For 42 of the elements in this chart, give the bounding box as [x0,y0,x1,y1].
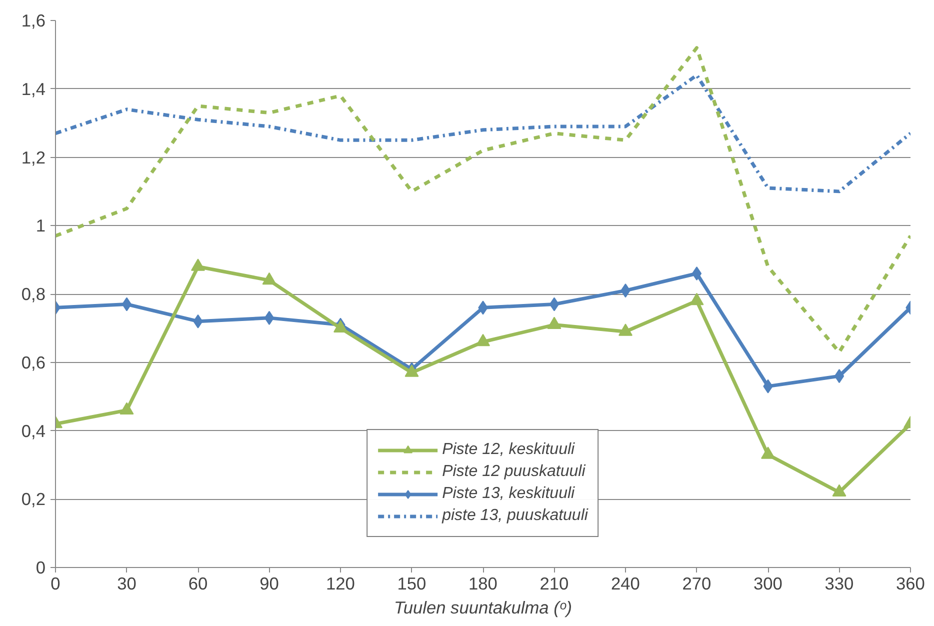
point [334,320,348,332]
point [120,402,134,414]
legend-label: Piste 12, keskituuli [442,441,575,459]
point [476,334,490,346]
x-tick-label: 300 [754,574,782,594]
x-tick-label: 180 [468,574,498,594]
y-tick-label: 0,8 [21,284,46,304]
x-tick-label: 120 [326,574,355,594]
point [122,297,132,312]
line-series [56,73,910,194]
point [692,266,702,280]
x-tick-label: 30 [117,574,136,594]
point [404,364,419,377]
point [547,316,562,330]
x-tick-label: 210 [540,574,569,594]
y-tick-label: 1,4 [21,78,46,99]
x-tick-label: 240 [611,574,640,594]
y-tick-label: 1,2 [21,147,46,168]
point [549,297,560,312]
y-tick-label: 1 [36,216,46,236]
x-tick-label: 270 [682,574,712,594]
legend-label: Piste 13, keskituuli [442,485,575,503]
x-tick-label: 360 [896,574,925,594]
y-tick-label: 0,2 [21,489,46,510]
point [264,310,274,325]
legend-label: piste 13, puuskatuuli [442,507,588,525]
x-tick-label: 150 [397,574,426,594]
y-tick-label: 0,6 [21,352,46,372]
point [832,484,846,497]
y-tick-label: 0,4 [21,420,46,441]
point [618,324,632,336]
y-tick-label: 1,6 [21,10,46,30]
x-axis-title: Tuulen suuntakulma (ᵒ) [394,598,572,618]
y-tick-label: 0 [36,558,46,578]
legend-label: Piste 12 puuskatuuli [442,463,586,481]
x-tick-label: 330 [824,574,854,594]
point [761,446,775,459]
point [834,369,844,384]
line-series [56,46,910,354]
x-tick-label: 60 [188,574,208,594]
x-tick-label: 90 [260,574,279,594]
x-tick-label: 0 [50,574,60,594]
